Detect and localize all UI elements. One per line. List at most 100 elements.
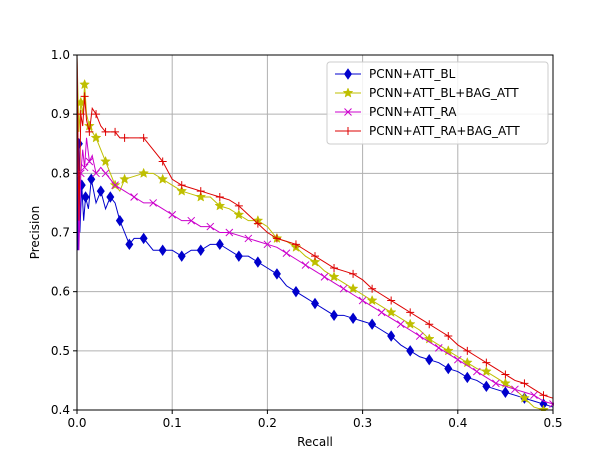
data-point	[100, 155, 111, 167]
legend-item: PCNN+ATT_BL	[335, 67, 456, 81]
data-point	[442, 345, 454, 356]
legend-label: PCNN+ATT_RA+BAG_ATT	[369, 124, 520, 138]
x-tick-label: 0.4	[448, 416, 467, 430]
data-point	[125, 238, 134, 251]
legend-marker	[344, 108, 352, 116]
data-point	[406, 308, 415, 317]
data-point	[320, 273, 329, 281]
data-point	[101, 127, 110, 136]
data-point	[385, 306, 397, 317]
data-point	[301, 261, 310, 269]
data-point	[157, 173, 169, 184]
data-point	[387, 330, 396, 342]
data-point	[423, 333, 435, 344]
data-point	[347, 283, 359, 294]
y-tick-label: 0.7	[51, 226, 70, 240]
data-point	[291, 240, 300, 249]
data-point	[196, 244, 205, 256]
data-point	[349, 312, 358, 324]
data-point	[311, 252, 319, 261]
data-point	[387, 296, 396, 305]
x-tick-label: 0.3	[353, 416, 372, 430]
data-point	[291, 285, 300, 298]
x-tick-label: 0.0	[67, 416, 86, 430]
data-point	[115, 214, 124, 227]
data-point	[511, 385, 519, 394]
data-point	[530, 391, 538, 400]
legend-marker	[344, 68, 352, 80]
data-point	[85, 157, 94, 166]
y-tick-label: 0.8	[51, 166, 70, 180]
legend-label: PCNN+ATT_BL+BAG_ATT	[369, 86, 519, 100]
data-point	[96, 185, 105, 197]
data-point	[138, 167, 150, 178]
data-point	[214, 200, 226, 211]
data-point	[368, 318, 377, 330]
data-point	[404, 318, 416, 329]
data-point	[463, 346, 472, 355]
data-point	[330, 264, 339, 272]
data-point	[539, 391, 548, 400]
data-point	[225, 228, 234, 237]
data-point	[272, 234, 281, 243]
data-point	[119, 173, 130, 184]
y-axis-ticks: 0.4 0.5 0.6 0.7 0.8 0.9 1.0	[51, 48, 77, 417]
data-point	[519, 392, 530, 403]
data-point	[480, 365, 492, 377]
y-tick-label: 0.6	[51, 285, 70, 299]
data-point	[168, 210, 177, 219]
data-point	[92, 169, 100, 178]
data-point	[111, 127, 120, 136]
legend-marker	[344, 127, 352, 135]
legend-box	[326, 61, 549, 145]
y-tick-label: 0.9	[51, 107, 70, 121]
data-point	[425, 354, 434, 366]
data-point	[377, 308, 386, 317]
data-point	[149, 199, 158, 207]
legend-item: PCNN+ATT_RA	[335, 105, 457, 119]
data-point	[187, 216, 196, 225]
data-point	[77, 110, 85, 119]
legend-label: PCNN+ATT_RA	[369, 105, 457, 119]
data-point	[215, 193, 224, 201]
data-point	[80, 92, 89, 101]
data-point	[472, 367, 481, 376]
data-point	[366, 294, 378, 306]
data-point	[85, 127, 94, 136]
data-point	[425, 320, 434, 329]
data-point	[415, 332, 424, 340]
data-point	[368, 284, 377, 293]
data-point	[311, 297, 319, 310]
data-point	[253, 219, 262, 228]
data-point	[234, 250, 243, 262]
data-point	[453, 355, 462, 364]
data-point	[492, 379, 500, 388]
data-point	[406, 345, 415, 357]
data-point	[195, 191, 207, 202]
x-axis-label: Recall	[297, 435, 333, 449]
series-3	[77, 54, 554, 408]
data-point	[461, 356, 473, 368]
data-point	[106, 191, 115, 203]
data-point	[215, 238, 224, 251]
legend-label: PCNN+ATT_BL	[369, 67, 456, 81]
series-1	[77, 54, 554, 410]
data-point	[233, 209, 245, 220]
series-layer	[77, 54, 554, 411]
data-point	[501, 370, 510, 379]
data-point	[120, 133, 129, 142]
data-point	[92, 110, 101, 119]
data-point	[499, 377, 511, 388]
x-axis-ticks: 0.0 0.1 0.2 0.3 0.4 0.5	[67, 410, 563, 430]
data-point	[253, 256, 262, 268]
data-point	[196, 187, 205, 196]
legend: PCNN+ATT_BL PCNN+ATT_BL+BAG_ATT PCNN+ATT_R…	[326, 61, 549, 145]
y-axis-label: Precision	[28, 206, 42, 260]
data-point	[434, 344, 443, 352]
data-point	[177, 181, 186, 190]
data-point	[396, 320, 405, 329]
data-point	[463, 371, 472, 384]
x-tick-label: 0.5	[543, 416, 562, 430]
data-point	[339, 284, 348, 293]
data-point	[158, 244, 167, 256]
